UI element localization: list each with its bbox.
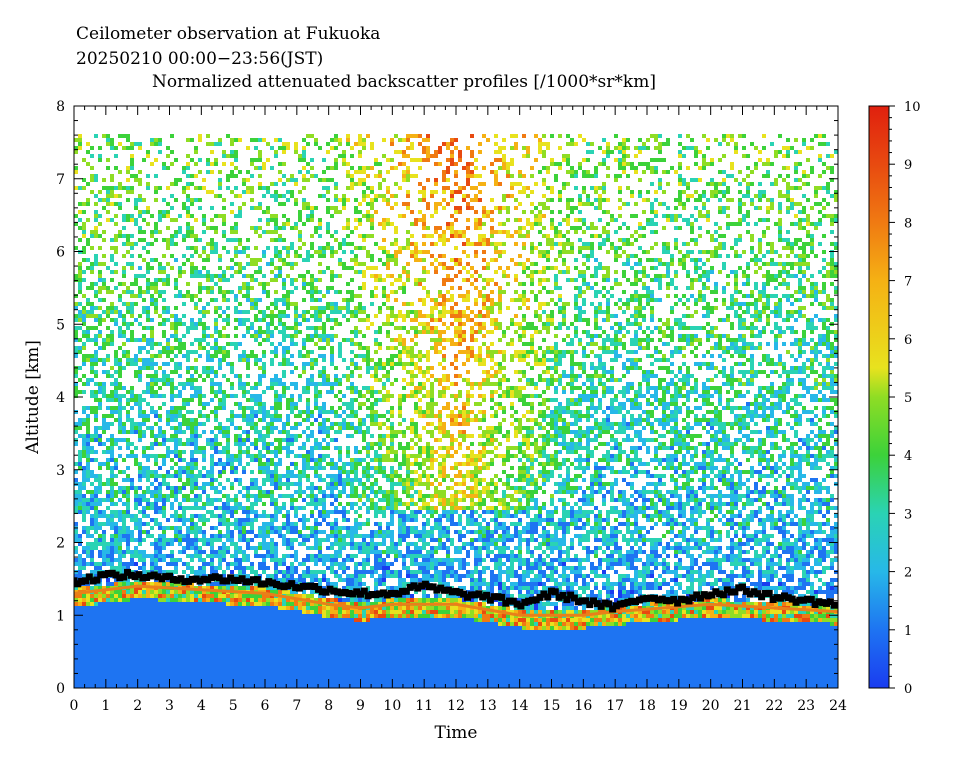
x-tick-label: 7 bbox=[292, 698, 301, 714]
x-tick-label: 3 bbox=[165, 698, 174, 714]
x-tick-label: 8 bbox=[324, 698, 333, 714]
x-tick-label: 2 bbox=[133, 698, 142, 714]
colorbar-tick-label: 9 bbox=[904, 158, 912, 173]
x-tick-label: 23 bbox=[797, 698, 815, 714]
x-tick-label: 19 bbox=[670, 698, 688, 714]
x-tick-label: 6 bbox=[261, 698, 270, 714]
y-tick-label: 5 bbox=[56, 317, 65, 333]
y-tick-label: 2 bbox=[56, 536, 65, 552]
x-tick-label: 12 bbox=[447, 698, 465, 714]
y-axis-label: Altitude [km] bbox=[23, 340, 43, 455]
x-axis-label: Time bbox=[435, 723, 478, 743]
x-tick-label: 4 bbox=[197, 698, 206, 714]
colorbar-tick-label: 6 bbox=[904, 333, 912, 348]
y-tick-label: 4 bbox=[56, 390, 65, 406]
colorbar-axis: 0 1 2 3 4 5 6 7 8 9 10 bbox=[889, 100, 921, 697]
x-tick-label: 13 bbox=[479, 698, 497, 714]
y-tick-label: 6 bbox=[56, 245, 65, 261]
x-tick-label: 24 bbox=[829, 698, 847, 714]
colorbar bbox=[869, 106, 889, 688]
cloud-base-marker bbox=[831, 602, 838, 609]
colorbar-tick-label: 8 bbox=[904, 216, 912, 231]
colorbar-tick-label: 0 bbox=[904, 682, 912, 697]
x-tick-label: 9 bbox=[356, 698, 365, 714]
x-tick-label: 5 bbox=[229, 698, 238, 714]
x-tick-label: 16 bbox=[574, 698, 592, 714]
y-tick-label: 3 bbox=[56, 463, 65, 479]
x-tick-label: 22 bbox=[765, 698, 783, 714]
x-tick-label: 1 bbox=[101, 698, 110, 714]
colorbar-tick-label: 5 bbox=[904, 391, 912, 406]
colorbar-tick-label: 10 bbox=[904, 100, 921, 115]
y-tick-label: 8 bbox=[56, 99, 65, 115]
y-tick-label: 1 bbox=[56, 608, 65, 624]
x-tick-label: 15 bbox=[543, 698, 561, 714]
x-tick-label: 20 bbox=[702, 698, 720, 714]
x-tick-label: 21 bbox=[734, 698, 752, 714]
x-tick-label: 11 bbox=[415, 698, 433, 714]
colorbar-tick-label: 2 bbox=[904, 566, 912, 581]
cloud-base-marker bbox=[766, 590, 773, 597]
colorbar-tick-label: 7 bbox=[904, 275, 912, 290]
x-tick-label: 14 bbox=[511, 698, 529, 714]
backscatter-heatmap bbox=[74, 134, 838, 690]
x-tick-label: 18 bbox=[638, 698, 656, 714]
colorbar-tick-label: 1 bbox=[904, 624, 912, 639]
colorbar-tick-label: 3 bbox=[904, 507, 912, 522]
x-tick-label: 17 bbox=[606, 698, 624, 714]
y-tick-label: 7 bbox=[56, 172, 65, 188]
x-tick-label: 0 bbox=[70, 698, 79, 714]
x-tick-label: 10 bbox=[383, 698, 401, 714]
y-tick-label: 0 bbox=[56, 681, 65, 697]
colorbar-tick-label: 4 bbox=[904, 449, 912, 464]
